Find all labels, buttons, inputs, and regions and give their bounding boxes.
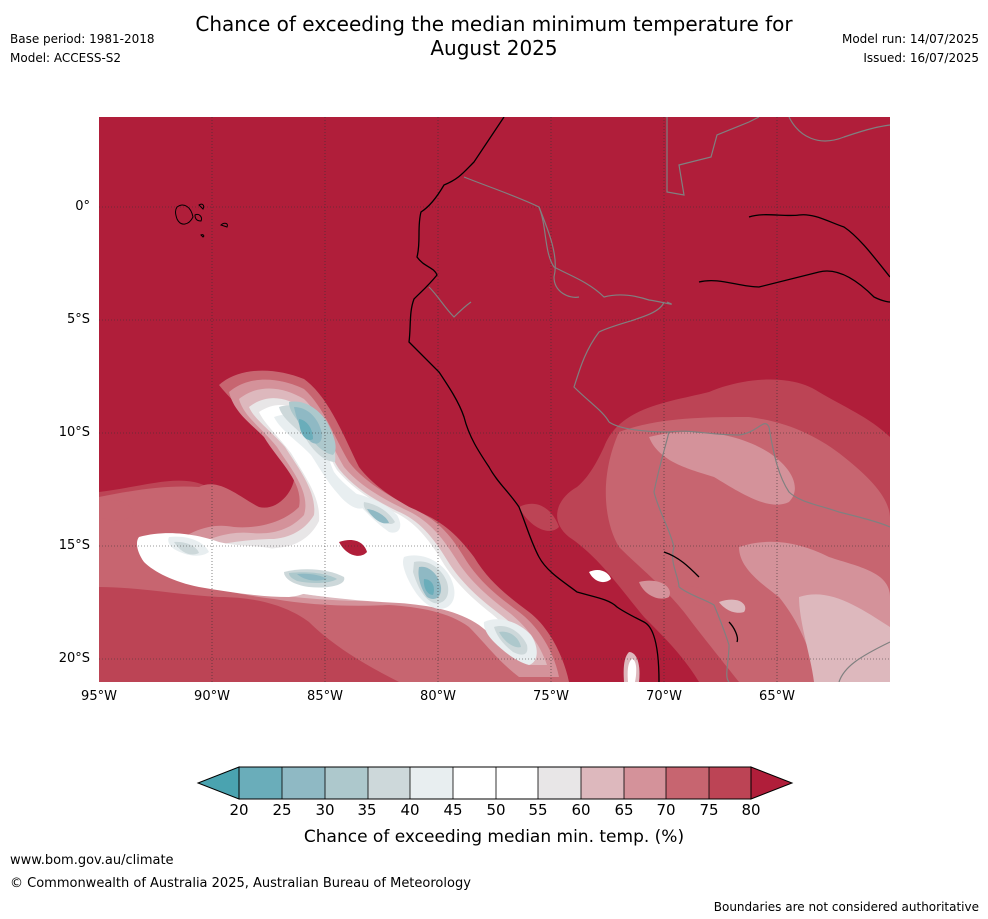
- galapagos-islands: [175, 203, 228, 238]
- base-period: Base period: 1981-2018: [10, 32, 155, 46]
- colorbar-bin-30-35: [325, 767, 368, 799]
- footer-disclaimer: Boundaries are not considered authoritat…: [713, 900, 979, 914]
- colorbar-bin-70-75: [666, 767, 709, 799]
- lon-label-95w: 95°W: [81, 689, 117, 704]
- lat-label-20s: 20°S: [58, 651, 90, 666]
- colorbar-tick-75: 75: [699, 801, 719, 819]
- colorbar-tick-20: 20: [229, 801, 249, 819]
- colorbar-outline: [238, 766, 752, 800]
- colorbar-bin-40-45: [410, 767, 453, 799]
- colorbar-tick-60: 60: [571, 801, 591, 819]
- footer-url[interactable]: www.bom.gov.au/climate: [10, 853, 174, 868]
- colorbar-tick-80: 80: [741, 801, 761, 819]
- lon-label-85w: 85°W: [307, 689, 343, 704]
- lon-label-70w: 70°W: [646, 689, 682, 704]
- colorbar-tick-40: 40: [400, 801, 420, 819]
- lon-label-80w: 80°W: [420, 689, 456, 704]
- lon-label-65w: 65°W: [759, 689, 795, 704]
- colorbar: [196, 766, 794, 800]
- lat-label-15s: 15°S: [58, 538, 90, 553]
- coastlines: [408, 117, 890, 682]
- colorbar-bin-65-70: [624, 767, 666, 799]
- colorbar-tick-45: 45: [443, 801, 463, 819]
- title-line-1: Chance of exceeding the median minimum t…: [195, 12, 793, 36]
- colorbar-bin-75-80: [709, 767, 751, 799]
- colorbar-tick-70: 70: [656, 801, 676, 819]
- colorbar-tick-50: 50: [486, 801, 506, 819]
- colorbar-label: Chance of exceeding median min. temp. (%…: [303, 827, 685, 847]
- model-name: Model: ACCESS-S2: [10, 51, 122, 65]
- lat-label-0: 0°: [75, 199, 90, 214]
- country-borders: [428, 117, 890, 682]
- colorbar-tick-35: 35: [357, 801, 377, 819]
- colorbar-extend-low: [196, 766, 240, 800]
- colorbar-bin-20-25: [239, 767, 282, 799]
- probability-map: [99, 117, 890, 682]
- colorbar-tick-65: 65: [614, 801, 634, 819]
- colorbar-tick-30: 30: [315, 801, 335, 819]
- lon-label-90w: 90°W: [194, 689, 230, 704]
- graticule: [99, 117, 890, 682]
- title-line-2: August 2025: [430, 36, 558, 60]
- colorbar-extend-high: [750, 766, 794, 800]
- colorbar-tick-55: 55: [528, 801, 548, 819]
- model-run-date: Model run: 14/07/2025: [841, 32, 979, 46]
- colorbar-bin-60-65: [581, 767, 624, 799]
- lat-label-5s: 5°S: [66, 312, 90, 327]
- colorbar-dividers: [281, 767, 710, 799]
- colorbar-bin-45-50: [453, 767, 496, 799]
- map-title: Chance of exceeding the median minimum t…: [0, 12, 988, 60]
- colorbar-bin-55-60: [538, 767, 581, 799]
- west-cool-band: [99, 370, 640, 682]
- colorbar-tick-25: 25: [272, 801, 292, 819]
- lat-label-10s: 10°S: [58, 425, 90, 440]
- lon-label-75w: 75°W: [533, 689, 569, 704]
- colorbar-bin-35-40: [368, 767, 410, 799]
- footer-copyright: © Commonwealth of Australia 2025, Austra…: [10, 876, 471, 891]
- colorbar-bin-25-30: [282, 767, 325, 799]
- issued-date: Issued: 16/07/2025: [863, 51, 979, 65]
- colorbar-bin-50-55: [496, 767, 538, 799]
